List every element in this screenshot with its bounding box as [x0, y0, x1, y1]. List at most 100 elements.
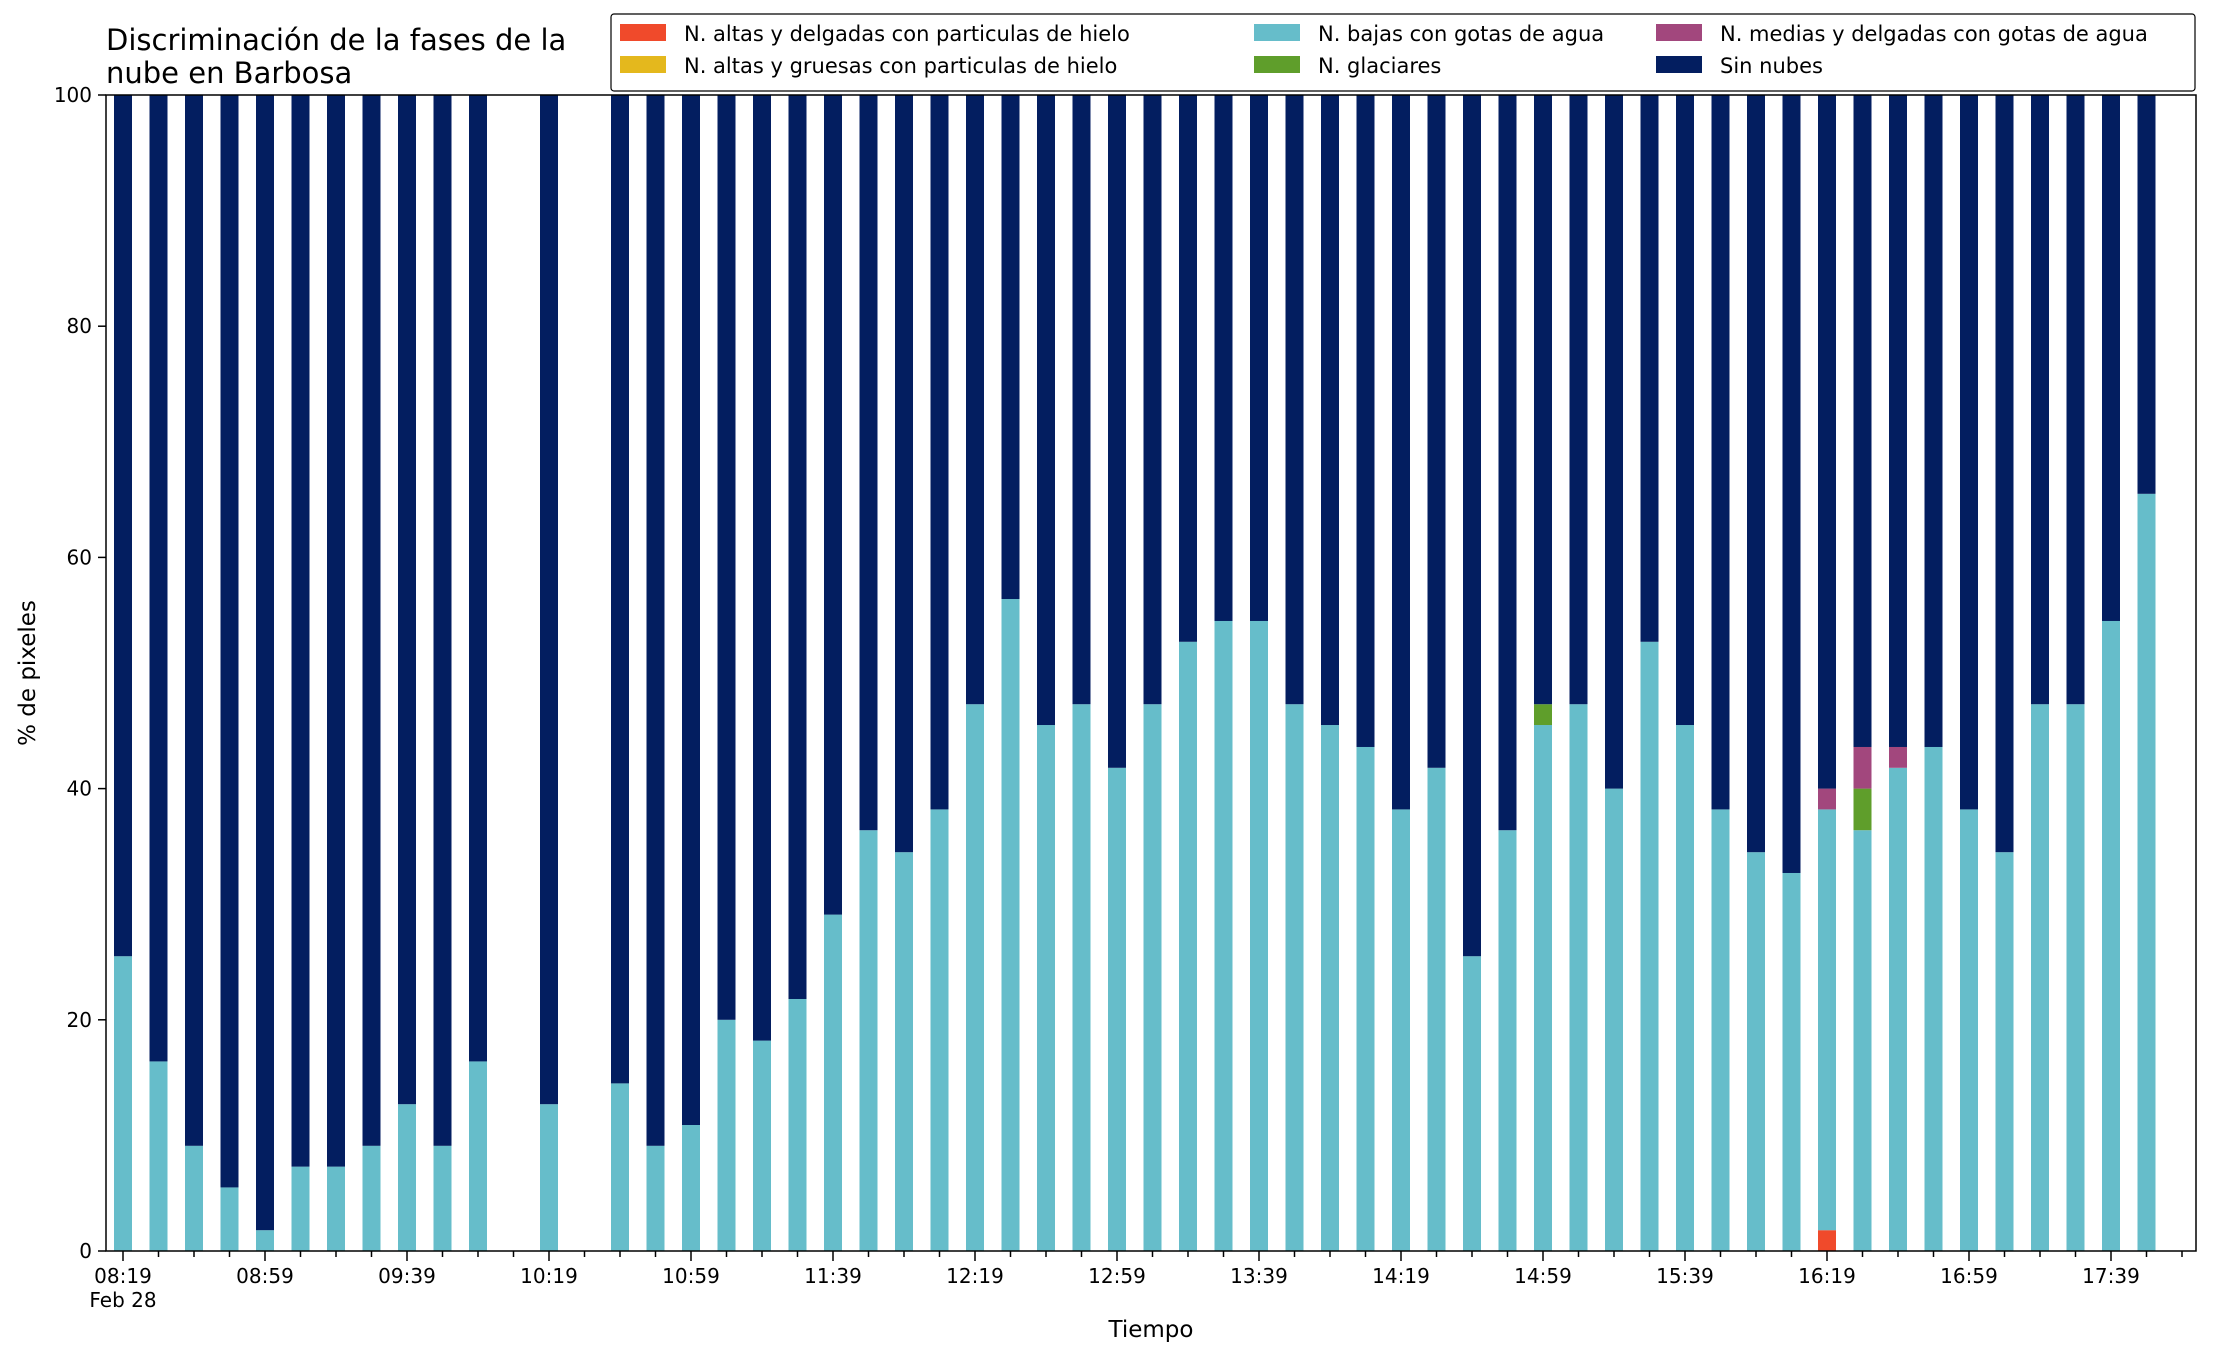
bar-segment-s2-1409 — [1356, 746, 1375, 1251]
bar-segment-s5-1059 — [682, 95, 700, 1125]
legend-swatch — [1656, 56, 1702, 73]
x-tick-label: 13:39 — [1230, 1264, 1288, 1288]
bar-segment-s2-1539 — [1676, 725, 1694, 1251]
legend-swatch — [620, 24, 666, 41]
x-tick-label: 17:39 — [2082, 1264, 2140, 1288]
y-axis: 0 20 40 60 80 100 — [54, 83, 106, 1263]
y-tick-label: 20 — [67, 1008, 92, 1032]
legend-label: N. bajas con gotas de agua — [1318, 22, 1604, 46]
bar-segment-s2-0859 — [256, 1230, 274, 1251]
legend-swatch — [620, 56, 666, 73]
bar-segment-s4-1629 — [1853, 746, 1872, 789]
bar-segment-s2-0919 — [327, 1166, 345, 1251]
bar-segment-s2-1229 — [1001, 599, 1020, 1251]
bar-segment-s2-1309 — [1143, 704, 1162, 1251]
bar-segment-s5-1639 — [1889, 95, 1907, 747]
bar-segment-s2-1459 — [1534, 725, 1552, 1251]
legend-label: N. altas y delgadas con particulas de hi… — [684, 22, 1130, 46]
bar-segment-s2-0959 — [469, 1061, 487, 1251]
bar-segment-s2-1719 — [2031, 704, 2049, 1251]
x-tick-label: 14:19 — [1372, 1264, 1430, 1288]
bar-segment-s5-0839 — [185, 95, 203, 1146]
bar-segment-s5-1149 — [859, 95, 878, 831]
bar-segment-s2-1249 — [1072, 704, 1091, 1251]
bar-segment-s5-1239 — [1037, 95, 1055, 726]
bar-segment-s2-1359 — [1321, 725, 1339, 1251]
x-axis-label: Tiempo — [1108, 1317, 1194, 1343]
legend-label: N. medias y delgadas con gotas de agua — [1720, 22, 2148, 46]
bar-segment-s5-0929 — [362, 95, 381, 1146]
bar-segment-s5-0959 — [469, 95, 487, 1062]
bar-segment-s5-1749 — [2137, 95, 2156, 494]
bar-segment-s5-1109 — [717, 95, 736, 1020]
x-tick-label: 11:39 — [804, 1264, 862, 1288]
bar-segment-s5-1049 — [646, 95, 665, 1146]
bar-segment-s5-1129 — [788, 95, 807, 999]
bar-segment-s2-1549 — [1711, 809, 1730, 1251]
chart-title-line: nube en Barbosa — [106, 56, 352, 90]
bar-segment-s2-1209 — [930, 809, 949, 1251]
bar-segment-s2-1329 — [1214, 620, 1233, 1251]
x-tick-label: 09:39 — [378, 1264, 436, 1288]
bar-segment-s3-1629 — [1853, 788, 1872, 831]
plot-area-frame — [105, 94, 2197, 1252]
bar-segment-s5-1329 — [1214, 95, 1233, 621]
x-tick-label: 16:59 — [1940, 1264, 1998, 1288]
legend-swatch — [1254, 24, 1300, 41]
y-tick-label: 100 — [54, 83, 92, 107]
bar-segment-s5-1529 — [1640, 95, 1659, 642]
bar-segment-s2-1639 — [1889, 767, 1907, 1251]
bar-segment-s5-1729 — [2066, 95, 2085, 705]
x-tick-label: 12:19 — [946, 1264, 1004, 1288]
bar-segment-s5-1139 — [824, 95, 842, 915]
legend-label: N. glaciares — [1318, 54, 1441, 78]
bar-segment-s2-0849 — [220, 1187, 239, 1251]
legend-swatch — [1656, 24, 1702, 41]
bar-segment-s5-1509 — [1569, 95, 1588, 705]
y-tick-label: 0 — [79, 1239, 92, 1263]
bar-segment-s5-1119 — [753, 95, 771, 1041]
legend-swatch — [1254, 56, 1300, 73]
bar-segment-s2-0909 — [291, 1166, 310, 1251]
x-tick-label: 15:39 — [1656, 1264, 1714, 1288]
bar-segment-s0-1619 — [1818, 1230, 1836, 1251]
bar-segment-s5-0949 — [433, 95, 452, 1146]
bar-segment-s2-1109 — [717, 1019, 736, 1251]
bar-segment-s2-1509 — [1569, 704, 1588, 1251]
bar-segment-s2-1139 — [824, 914, 842, 1251]
y-tick-label: 80 — [67, 314, 92, 338]
bar-segment-s2-1159 — [895, 852, 913, 1251]
x-tick-label: 08:59 — [236, 1264, 294, 1288]
y-axis-label: % de pixeles — [15, 600, 41, 746]
bar-segment-s2-1519 — [1605, 788, 1623, 1251]
bar-segment-s5-1549 — [1711, 95, 1730, 810]
bar-segment-s2-1709 — [1995, 852, 2014, 1251]
bar-segment-s2-1059 — [682, 1124, 700, 1251]
bar-segment-s2-1609 — [1782, 872, 1801, 1251]
y-tick-label: 60 — [67, 545, 92, 569]
bar-segment-s2-1319 — [1179, 641, 1197, 1251]
bar-segment-s2-0949 — [433, 1145, 452, 1251]
bar-segment-s5-0819 — [114, 95, 132, 957]
bar-segment-s5-1439 — [1463, 95, 1481, 957]
bar-segment-s2-1739 — [2102, 620, 2120, 1251]
bar-segment-s5-1519 — [1605, 95, 1623, 789]
bar-segment-s3-1459 — [1534, 704, 1552, 726]
bar-segment-s2-1049 — [646, 1145, 665, 1251]
bar-segment-s5-0829 — [149, 95, 168, 1062]
bar-segment-s2-1149 — [859, 830, 878, 1251]
bar-segment-s2-1219 — [966, 704, 984, 1251]
bar-segment-s5-1159 — [895, 95, 913, 853]
bar-segment-s2-0929 — [362, 1145, 381, 1251]
x-tick-label: 12:59 — [1088, 1264, 1146, 1288]
bar-segment-s5-1039 — [611, 95, 629, 1084]
bar-segment-s2-1019 — [540, 1104, 558, 1251]
bar-segment-s2-1649 — [1924, 746, 1943, 1251]
bar-segment-s5-1539 — [1676, 95, 1694, 726]
bar-segment-s2-1749 — [2137, 493, 2156, 1251]
bar-segment-s2-1629 — [1853, 830, 1872, 1251]
bar-segment-s5-0909 — [291, 95, 310, 1167]
